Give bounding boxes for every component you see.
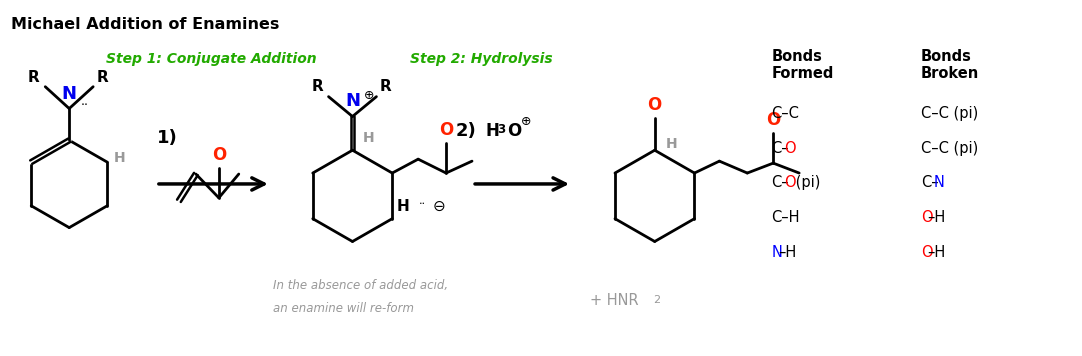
- Text: O: O: [648, 96, 662, 115]
- Text: ⋅⋅: ⋅⋅: [80, 99, 89, 112]
- Text: N: N: [62, 85, 77, 103]
- Text: R: R: [27, 70, 39, 85]
- Text: an enamine will re-form: an enamine will re-form: [273, 303, 413, 315]
- Text: (pi): (pi): [791, 176, 820, 190]
- Text: ⊖: ⊖: [432, 199, 445, 214]
- Text: N: N: [771, 245, 782, 260]
- Text: 2: 2: [652, 295, 660, 305]
- Text: O: O: [766, 111, 780, 129]
- Text: Michael Addition of Enamines: Michael Addition of Enamines: [12, 17, 280, 32]
- Text: N: N: [934, 176, 945, 190]
- Text: C–H: C–H: [771, 210, 800, 225]
- Text: Step 1: Conjugate Addition: Step 1: Conjugate Addition: [106, 52, 317, 66]
- Text: C–C (pi): C–C (pi): [921, 106, 978, 121]
- Text: Bonds
Broken: Bonds Broken: [921, 49, 979, 82]
- Text: N: N: [345, 91, 360, 110]
- Text: + HNR: + HNR: [590, 293, 638, 308]
- Text: C–C (pi): C–C (pi): [921, 141, 978, 156]
- Text: H: H: [396, 199, 409, 214]
- Text: C–C: C–C: [771, 106, 800, 121]
- Text: H: H: [362, 131, 374, 145]
- Text: H: H: [115, 151, 126, 165]
- Text: ⋅⋅: ⋅⋅: [419, 199, 426, 209]
- Text: R: R: [96, 70, 108, 85]
- Text: R: R: [312, 79, 324, 94]
- Text: In the absence of added acid,: In the absence of added acid,: [273, 279, 448, 292]
- Text: Step 2: Hydrolysis: Step 2: Hydrolysis: [410, 52, 553, 66]
- Text: –H: –H: [927, 245, 946, 260]
- Text: O: O: [439, 121, 453, 139]
- Text: C–: C–: [771, 176, 789, 190]
- Text: 3: 3: [497, 123, 505, 136]
- Text: O: O: [921, 210, 933, 225]
- Text: C–: C–: [921, 176, 939, 190]
- Text: ⊕: ⊕: [522, 115, 531, 128]
- Text: 1): 1): [157, 129, 177, 147]
- Text: R: R: [380, 79, 392, 94]
- Text: Bonds
Formed: Bonds Formed: [771, 49, 834, 82]
- Text: C–: C–: [771, 141, 789, 156]
- Text: H: H: [665, 137, 677, 151]
- Text: O: O: [784, 176, 796, 190]
- Text: O: O: [212, 146, 226, 164]
- Text: ⊕: ⊕: [364, 89, 374, 102]
- Text: O: O: [921, 245, 933, 260]
- Text: O: O: [507, 122, 522, 140]
- Text: –H: –H: [927, 210, 946, 225]
- Text: O: O: [784, 141, 796, 156]
- Text: 2): 2): [456, 122, 476, 140]
- Text: –H: –H: [778, 245, 796, 260]
- Text: H: H: [485, 122, 499, 140]
